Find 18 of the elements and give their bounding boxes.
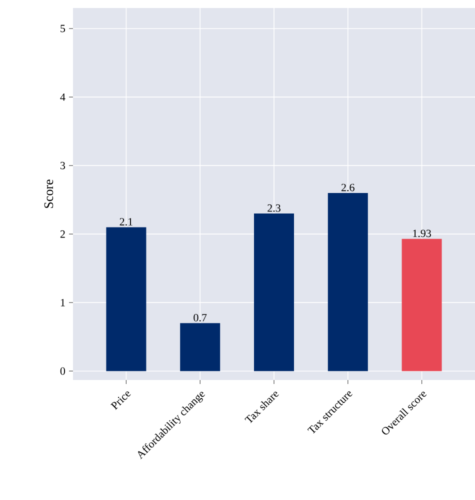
data-label: 2.6 xyxy=(342,184,354,192)
y-tick-label: 0 xyxy=(60,367,66,375)
y-tick-label: 2 xyxy=(60,230,65,238)
y-tick-label: 4 xyxy=(60,93,66,101)
bar xyxy=(106,227,146,372)
bar xyxy=(254,214,294,372)
y-tick-label: 3 xyxy=(60,162,66,170)
data-label: 0.7 xyxy=(194,314,207,322)
bar xyxy=(402,238,442,372)
x-tick-label: Price xyxy=(110,391,131,410)
data-label: 2.3 xyxy=(268,204,280,212)
y-tick-label: 5 xyxy=(60,24,66,32)
y-axis-title: Score xyxy=(44,180,54,208)
y-tick-label: 1 xyxy=(60,298,65,306)
data-label: 2.1 xyxy=(120,218,132,226)
bar xyxy=(328,192,368,372)
bar xyxy=(180,323,220,372)
data-label: 1.93 xyxy=(413,230,431,238)
